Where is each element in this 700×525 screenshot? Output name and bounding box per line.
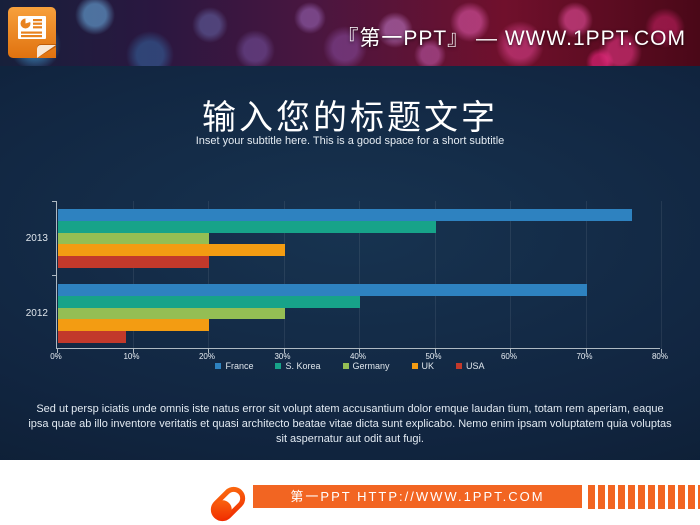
x-axis-tick bbox=[585, 349, 587, 353]
site-title[interactable]: 『第一PPT』 — WWW.1PPT.COM bbox=[337, 27, 686, 50]
y-axis-tick bbox=[52, 201, 57, 202]
gridline bbox=[585, 201, 587, 349]
legend-swatch bbox=[456, 363, 463, 369]
gridline bbox=[661, 201, 662, 349]
slide-subtitle: Inset your subtitle here. This is a good… bbox=[195, 135, 505, 147]
x-axis-tick bbox=[359, 349, 360, 353]
x-axis-tick bbox=[434, 349, 436, 353]
legend-label: S. Korea bbox=[285, 361, 321, 371]
x-axis-tick bbox=[661, 349, 662, 353]
chart-legend: France S. Korea Germany UK USA bbox=[0, 361, 700, 371]
bar-france-2012 bbox=[58, 284, 587, 296]
bar-france-2013 bbox=[58, 209, 632, 221]
x-axis-label: 0% bbox=[50, 352, 62, 361]
y-axis-tick bbox=[52, 275, 57, 276]
gridline bbox=[132, 201, 134, 349]
legend-item-uk: UK bbox=[411, 361, 435, 371]
bar-s-korea-2012 bbox=[58, 295, 360, 308]
bar-germany-2013 bbox=[58, 232, 209, 245]
bar-germany-2012 bbox=[58, 307, 285, 320]
category-label-2013: 2013 bbox=[25, 232, 48, 244]
footer-site-link[interactable]: 第一PPT HTTP://WWW.1PPT.COM bbox=[253, 485, 582, 508]
legend-label: France bbox=[225, 361, 254, 371]
legend-swatch bbox=[411, 363, 418, 369]
x-axis-label: 10% bbox=[123, 352, 140, 361]
x-axis-tick bbox=[132, 349, 134, 353]
x-axis-tick bbox=[283, 349, 285, 353]
x-axis-label: 60% bbox=[500, 352, 517, 361]
legend-swatch bbox=[275, 363, 282, 369]
slide-title: 输入您的标题文字 bbox=[202, 99, 498, 137]
gridline bbox=[208, 201, 209, 349]
bottom-banner: 第一PPT HTTP://WWW.1PPT.COM bbox=[0, 460, 700, 525]
legend-item-usa: USA bbox=[456, 361, 485, 371]
gridline bbox=[359, 201, 360, 349]
powerpoint-file-icon[interactable] bbox=[8, 7, 56, 58]
legend-item-france: France bbox=[215, 361, 253, 371]
x-axis-label: 20% bbox=[198, 352, 215, 361]
legend-label: Germany bbox=[352, 361, 390, 371]
slide-canvas: 输入您的标题文字 Inset your subtitle here. This … bbox=[0, 66, 700, 460]
x-axis-label: 50% bbox=[425, 352, 442, 361]
x-axis-label: 80% bbox=[651, 352, 668, 361]
bar-usa-2013 bbox=[58, 256, 209, 268]
x-axis-tick bbox=[57, 349, 58, 353]
gridline bbox=[510, 201, 511, 349]
x-axis-label: 30% bbox=[274, 352, 291, 361]
footer-stripe-decoration bbox=[588, 485, 700, 509]
gridline bbox=[434, 201, 436, 349]
top-banner: 『第一PPT』 — WWW.1PPT.COM bbox=[0, 0, 700, 66]
legend-swatch bbox=[215, 363, 222, 369]
x-axis-tick bbox=[208, 349, 209, 353]
x-axis-tick bbox=[510, 349, 511, 353]
bar-uk-2013 bbox=[58, 244, 285, 257]
bar-usa-2012 bbox=[58, 331, 126, 343]
pill-link-icon bbox=[208, 484, 248, 524]
legend-swatch bbox=[342, 363, 349, 369]
gridline bbox=[283, 201, 285, 349]
x-axis-label: 70% bbox=[576, 352, 593, 361]
chart-plot-area bbox=[52, 201, 662, 353]
legend-item-germany: Germany bbox=[342, 361, 390, 371]
category-label-2012: 2012 bbox=[25, 307, 48, 319]
bar-uk-2012 bbox=[58, 319, 209, 332]
legend-label: USA bbox=[466, 361, 485, 371]
bar-s-korea-2013 bbox=[58, 220, 436, 233]
slide-body-text: Sed ut persp iciatis unde omnis iste nat… bbox=[28, 403, 672, 445]
legend-label: UK bbox=[421, 361, 435, 371]
x-axis-label: 40% bbox=[349, 352, 366, 361]
legend-item-s-korea: S. Korea bbox=[275, 361, 321, 371]
